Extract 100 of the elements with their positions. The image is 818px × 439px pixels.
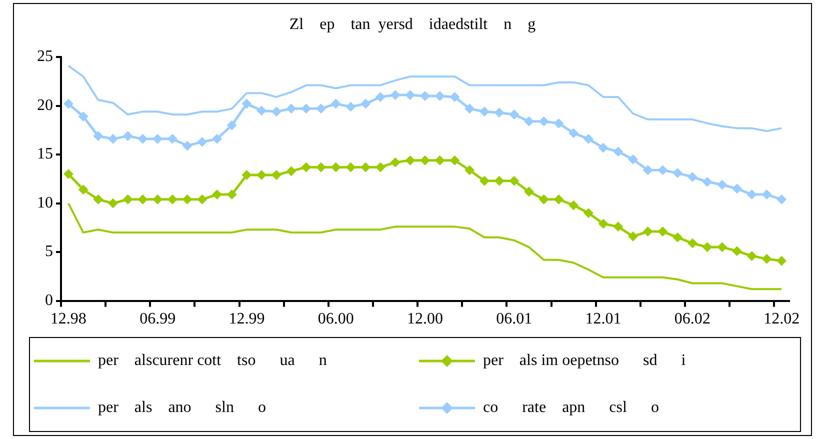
point (182, 194, 192, 204)
y-tick-label: 20 (37, 96, 53, 114)
point (583, 134, 594, 144)
point (479, 106, 490, 117)
point (122, 130, 133, 141)
point (554, 118, 564, 128)
point (568, 128, 579, 138)
point (464, 104, 475, 114)
point (197, 194, 208, 204)
point (390, 90, 400, 100)
point (226, 190, 237, 200)
point (583, 208, 594, 218)
point (628, 154, 638, 164)
point (405, 90, 416, 100)
point (271, 170, 282, 180)
point (746, 190, 757, 200)
point (390, 157, 400, 168)
point (93, 194, 104, 204)
x-tick-label: 06.00 (318, 310, 354, 328)
point (672, 168, 683, 178)
x-tick-label: 12.02 (764, 310, 800, 328)
point (554, 194, 564, 204)
point (746, 250, 757, 261)
point (658, 165, 668, 176)
point (776, 256, 787, 266)
point (702, 242, 712, 252)
point (494, 108, 504, 118)
point (152, 134, 163, 144)
point (346, 102, 356, 112)
point (420, 91, 430, 102)
point (613, 222, 624, 232)
y-tick-label: 15 (37, 146, 53, 163)
point (301, 104, 312, 114)
y-tick-label: 25 (37, 48, 53, 66)
point (167, 194, 178, 204)
y-tick-label: 0 (45, 292, 53, 310)
point (434, 155, 445, 166)
point (509, 176, 520, 186)
point (330, 98, 341, 109)
point (598, 218, 608, 229)
point (702, 176, 712, 187)
point (286, 104, 296, 114)
point (628, 231, 638, 242)
point (182, 140, 192, 151)
point (687, 238, 698, 248)
point (138, 134, 148, 144)
point (762, 254, 772, 264)
point (568, 200, 579, 210)
point (316, 162, 326, 172)
point (301, 162, 312, 172)
point (717, 180, 728, 190)
legend-label: per alscurenr cott tso ua n (98, 352, 327, 370)
x-tick-label: 06.99 (140, 310, 176, 328)
point (642, 226, 653, 237)
point (286, 166, 296, 176)
point (152, 194, 163, 204)
point (450, 155, 460, 166)
point (509, 110, 520, 120)
point (360, 98, 371, 109)
y-tick-label: 10 (37, 194, 53, 212)
point (242, 170, 252, 180)
point (212, 190, 222, 200)
point (524, 116, 534, 126)
point (732, 246, 742, 256)
point (375, 162, 386, 172)
point (464, 165, 475, 176)
point (420, 155, 430, 166)
point (494, 176, 504, 186)
point (434, 91, 445, 102)
point (658, 226, 668, 237)
point (63, 169, 74, 180)
point (538, 194, 549, 204)
point (762, 190, 772, 200)
x-tick-label: 06.01 (496, 310, 532, 328)
x-tick-label: 12.99 (228, 310, 265, 328)
point (642, 165, 653, 176)
chart-title: Zl ep tan yersd idaedstilt n g (288, 16, 537, 34)
point (732, 184, 742, 194)
x-tick-label: 12.01 (585, 310, 622, 328)
point (108, 198, 118, 208)
point (256, 170, 267, 180)
legend-label: per als im oepetnso sd i (483, 352, 686, 370)
point (346, 162, 356, 172)
point (122, 194, 133, 204)
x-tick-label: 12.98 (50, 310, 86, 328)
point (212, 134, 222, 144)
point (405, 155, 416, 166)
point (242, 98, 252, 109)
x-tick-label: 06.02 (674, 310, 710, 328)
point (598, 142, 608, 153)
legend-label: co rate apn csl o (483, 398, 659, 417)
x-tick-label: 12.00 (407, 310, 443, 328)
point (226, 120, 237, 130)
legend-label: per als ano sln o (98, 398, 266, 417)
point (256, 106, 267, 116)
point (108, 134, 118, 144)
point (93, 130, 104, 141)
point (687, 172, 698, 182)
point (167, 134, 178, 144)
point (375, 92, 386, 102)
